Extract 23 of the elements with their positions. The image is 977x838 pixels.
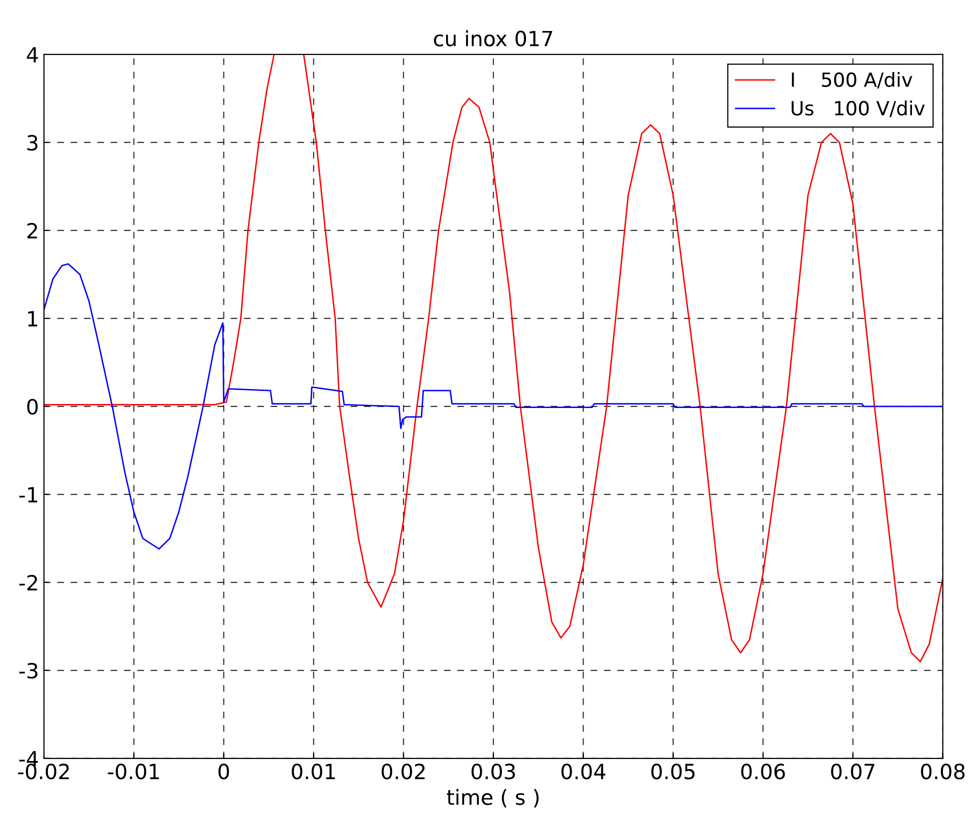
chart-title: cu inox 017 (434, 30, 552, 46)
y-tick-label: 1 (28, 311, 38, 326)
y-tick-label: -1 (19, 487, 38, 502)
y-tick-label: 0 (27, 398, 38, 415)
x-tick-label: -0.01 (108, 764, 159, 780)
x-tick-label: 0.03 (472, 764, 515, 780)
legend-label: Us 100 V/div (792, 100, 925, 118)
x-tick-label: 0 (218, 764, 229, 780)
x-tick-label: 0.04 (561, 764, 606, 780)
x-tick-label: 0.01 (292, 764, 335, 780)
y-tick-label: 2 (27, 222, 38, 238)
x-tick-label: 0.06 (741, 764, 785, 780)
x-axis-title: time ( s ) (446, 788, 539, 808)
x-tick-label: 0.02 (382, 764, 425, 780)
x-tick-label: 0.07 (831, 764, 874, 780)
y-tick-label: 3 (27, 134, 38, 151)
line-series (44, 263, 943, 550)
y-tick-label: 4 (26, 47, 38, 62)
y-tick-label: -2 (19, 574, 38, 590)
x-tick-label: 0.05 (651, 764, 695, 780)
y-tick-label: -3 (19, 662, 38, 679)
x-tick-label: 0.08 (920, 764, 965, 780)
legend-label: I 500 A/div (792, 72, 912, 89)
